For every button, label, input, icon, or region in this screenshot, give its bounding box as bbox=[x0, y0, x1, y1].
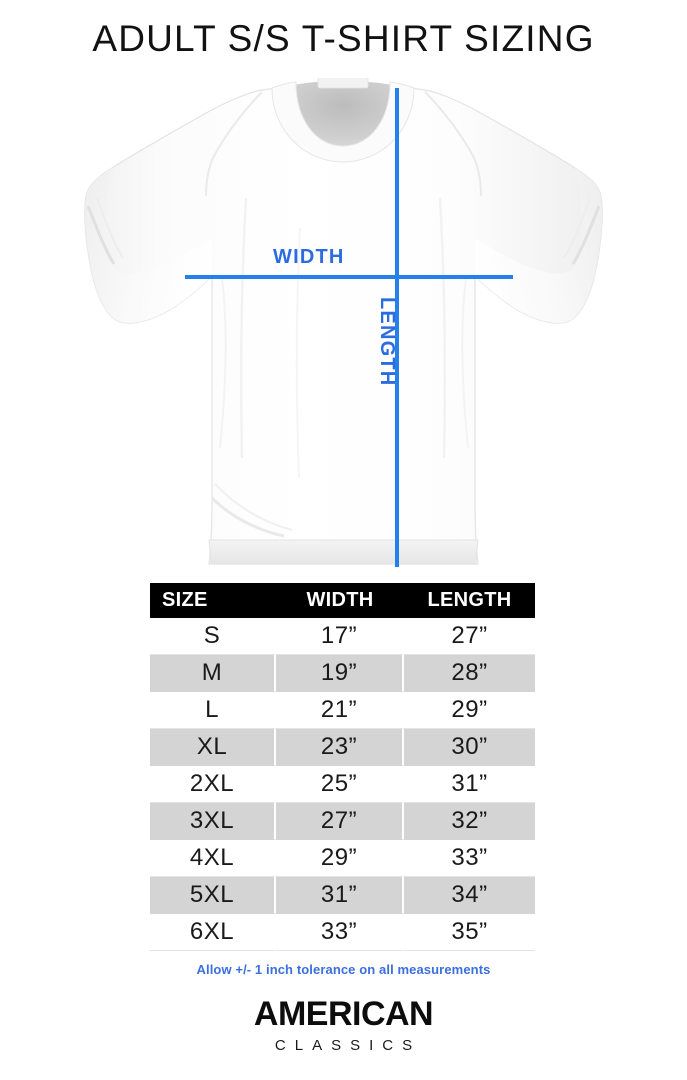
cell-length: 32” bbox=[404, 803, 535, 840]
tshirt-illustration bbox=[0, 78, 687, 578]
cell-length: 35” bbox=[404, 914, 535, 951]
cell-length: 33” bbox=[404, 840, 535, 877]
cell-width: 19” bbox=[276, 655, 404, 692]
table-header: SIZE WIDTH LENGTH bbox=[150, 583, 535, 618]
cell-width: 27” bbox=[276, 803, 404, 840]
cell-width: 31” bbox=[276, 877, 404, 914]
table-row: 6XL 33” 35” bbox=[150, 914, 535, 951]
cell-size: L bbox=[150, 692, 276, 729]
cell-size: 2XL bbox=[150, 766, 276, 803]
cell-length: 27” bbox=[404, 618, 535, 655]
table-row: S 17” 27” bbox=[150, 618, 535, 655]
cell-size: 3XL bbox=[150, 803, 276, 840]
table-row: 2XL 25” 31” bbox=[150, 766, 535, 803]
column-header-length: LENGTH bbox=[404, 583, 535, 618]
table-row: 3XL 27” 32” bbox=[150, 803, 535, 840]
cell-size: S bbox=[150, 618, 276, 655]
cell-width: 29” bbox=[276, 840, 404, 877]
cell-size: M bbox=[150, 655, 276, 692]
table-row: 5XL 31” 34” bbox=[150, 877, 535, 914]
tolerance-note: Allow +/- 1 inch tolerance on all measur… bbox=[196, 962, 491, 977]
cell-size: 6XL bbox=[150, 914, 276, 951]
cell-length: 30” bbox=[404, 729, 535, 766]
cell-size: 5XL bbox=[150, 877, 276, 914]
cell-size: XL bbox=[150, 729, 276, 766]
brand-logo: AMERICAN CLASSICS bbox=[0, 995, 687, 1054]
page-title: ADULT S/S T-SHIRT SIZING bbox=[92, 18, 595, 59]
table-body: S 17” 27” M 19” 28” L 21” 29” XL 23” 30”… bbox=[150, 618, 535, 951]
cell-length: 31” bbox=[404, 766, 535, 803]
brand-secondary-text: CLASSICS bbox=[274, 1036, 422, 1054]
cell-width: 33” bbox=[276, 914, 404, 951]
cell-width: 25” bbox=[276, 766, 404, 803]
column-header-size: SIZE bbox=[150, 583, 276, 618]
cell-size: 4XL bbox=[150, 840, 276, 877]
table-row: XL 23” 30” bbox=[150, 729, 535, 766]
column-header-width: WIDTH bbox=[276, 583, 404, 618]
cell-length: 28” bbox=[404, 655, 535, 692]
cell-width: 23” bbox=[276, 729, 404, 766]
cell-width: 17” bbox=[276, 618, 404, 655]
table-header-row: SIZE WIDTH LENGTH bbox=[150, 583, 535, 618]
cell-length: 29” bbox=[404, 692, 535, 729]
cell-width: 21” bbox=[276, 692, 404, 729]
brand-primary-text: AMERICAN bbox=[253, 995, 434, 1033]
table-row: M 19” 28” bbox=[150, 655, 535, 692]
cell-length: 34” bbox=[404, 877, 535, 914]
table-row: 4XL 29” 33” bbox=[150, 840, 535, 877]
size-chart-table: SIZE WIDTH LENGTH S 17” 27” M 19” 28” L … bbox=[150, 583, 535, 951]
table-row: L 21” 29” bbox=[150, 692, 535, 729]
